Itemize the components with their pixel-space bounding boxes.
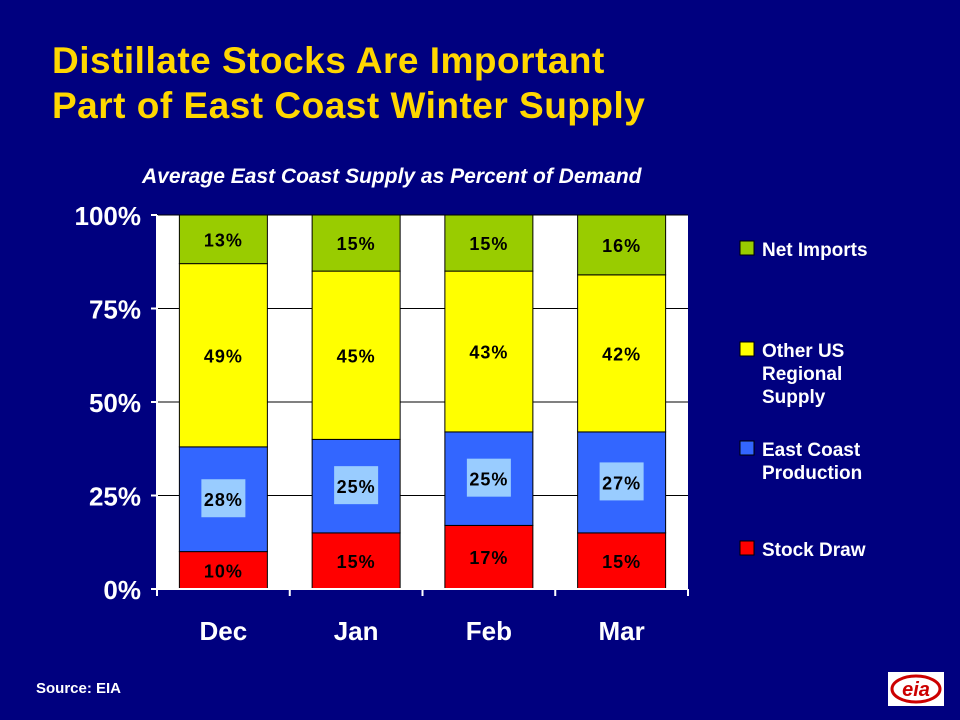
x-tick-label: Mar xyxy=(599,616,645,646)
y-tick-label: 75% xyxy=(89,295,141,325)
legend-swatch xyxy=(739,540,755,556)
data-label: 15% xyxy=(602,552,641,572)
title-line-1: Distillate Stocks Are Important xyxy=(52,40,605,81)
data-label: 27% xyxy=(602,473,641,493)
data-label: 25% xyxy=(337,477,376,497)
x-tick-label: Jan xyxy=(334,616,379,646)
data-label-box xyxy=(466,458,511,497)
data-label: 13% xyxy=(204,230,243,250)
data-label: 10% xyxy=(204,561,243,581)
x-tick-label: Dec xyxy=(200,616,248,646)
bar-segment xyxy=(311,214,401,272)
bar-segment xyxy=(577,532,667,590)
legend-label: Other US Regional Supply xyxy=(762,341,844,408)
data-label: 15% xyxy=(337,234,376,254)
data-label: 42% xyxy=(602,344,641,364)
bar-segment xyxy=(178,263,268,448)
data-label-box xyxy=(334,466,379,505)
data-label-box xyxy=(599,462,644,501)
data-label: 28% xyxy=(204,490,243,510)
data-label: 25% xyxy=(469,470,508,490)
y-tick-label: 0% xyxy=(103,575,141,605)
legend-label: East Coast Production xyxy=(762,440,862,484)
bar-segment xyxy=(577,274,667,433)
page-title: Distillate Stocks Are Important Part of … xyxy=(52,38,932,128)
data-label: 43% xyxy=(469,343,508,363)
legend-swatch xyxy=(739,240,755,256)
source-note: Source: EIA xyxy=(36,680,122,697)
data-label: 15% xyxy=(337,552,376,572)
data-label: 17% xyxy=(469,548,508,568)
bar-segment xyxy=(444,214,534,272)
bar-segment xyxy=(577,214,667,276)
data-label: 15% xyxy=(469,234,508,254)
y-tick-label: 25% xyxy=(89,482,141,512)
data-label: 45% xyxy=(337,346,376,366)
y-tick-label: 100% xyxy=(75,201,142,231)
data-label-box xyxy=(201,479,246,518)
data-label: 16% xyxy=(602,236,641,256)
y-tick-label: 50% xyxy=(89,388,141,418)
chart-title: Average East Coast Supply as Percent of … xyxy=(142,165,642,188)
bar-segment xyxy=(311,270,401,440)
logo-text: eia xyxy=(902,679,930,701)
legend-swatch xyxy=(739,440,755,456)
data-label: 49% xyxy=(204,346,243,366)
legend-label: Stock Draw xyxy=(762,540,866,561)
eia-logo: eia xyxy=(888,672,944,706)
x-tick-label: Feb xyxy=(466,616,512,646)
bar-segment xyxy=(444,524,534,590)
legend-swatch xyxy=(739,341,755,357)
title-line-2: Part of East Coast Winter Supply xyxy=(52,85,646,126)
bar-segment xyxy=(178,214,268,265)
legend-label: Net Imports xyxy=(762,240,868,261)
